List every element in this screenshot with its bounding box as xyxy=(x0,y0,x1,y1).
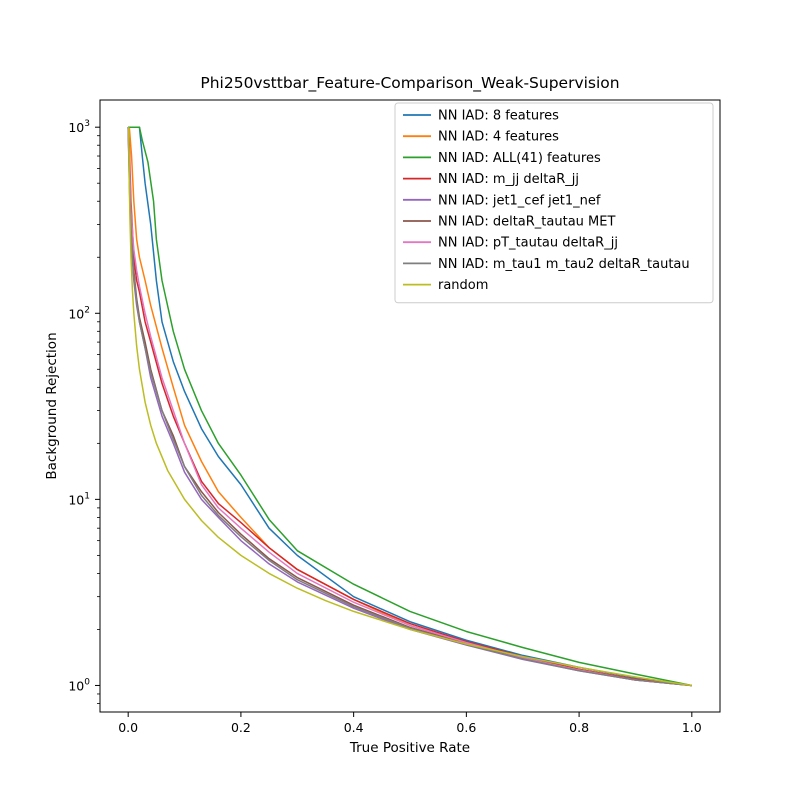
x-axis-label: True Positive Rate xyxy=(349,740,470,756)
legend-entry-7: NN IAD: m_tau1 m_tau2 deltaR_tautau xyxy=(438,257,690,272)
legend-entry-4: NN IAD: jet1_cef jet1_nef xyxy=(438,193,601,208)
plot-frame xyxy=(99,99,721,713)
series-layer xyxy=(127,126,692,687)
y-tick-label: 102 xyxy=(68,305,90,321)
legend: NN IAD: 8 features NN IAD: 4 features NN I… xyxy=(394,102,714,304)
x-axis: 0.0 0.2 0.4 0.6 0.8 1.0 xyxy=(118,712,702,735)
legend-entry-1: NN IAD: 4 features xyxy=(438,130,559,145)
x-tick-label: 1.0 xyxy=(682,720,702,735)
legend-entry-8: random xyxy=(438,278,488,293)
y-tick-label: 103 xyxy=(68,119,90,135)
x-tick-label: 0.2 xyxy=(231,720,251,735)
y-axis-label: Background Rejection xyxy=(44,332,60,479)
x-tick-label: 0.4 xyxy=(344,720,364,735)
plot-area xyxy=(127,126,692,687)
x-tick-label: 0.8 xyxy=(569,720,589,735)
y-tick-label: 101 xyxy=(68,491,90,507)
y-tick-label: 100 xyxy=(68,677,90,693)
x-tick-label: 0.0 xyxy=(118,720,138,735)
y-axis: 100 101 102 103 xyxy=(68,119,100,704)
series-line-2 xyxy=(128,126,692,687)
legend-entry-0: NN IAD: 8 features xyxy=(438,109,559,124)
legend-entry-3: NN IAD: m_jj deltaR_jj xyxy=(438,172,579,187)
series-line-3 xyxy=(127,127,692,687)
series-line-7 xyxy=(127,127,692,687)
legend-entry-5: NN IAD: deltaR_tautau MET xyxy=(438,215,615,230)
legend-entry-6: NN IAD: pT_tautau deltaR_jj xyxy=(438,236,618,251)
legend-entry-2: NN IAD: ALL(41) features xyxy=(438,151,601,166)
legend-box xyxy=(394,102,714,304)
x-tick-label: 0.6 xyxy=(456,720,476,735)
series-line-8 xyxy=(128,127,692,687)
chart-title: Phi250vsttbar_Feature-Comparison_Weak-Su… xyxy=(200,74,619,93)
series-line-0 xyxy=(128,126,692,687)
